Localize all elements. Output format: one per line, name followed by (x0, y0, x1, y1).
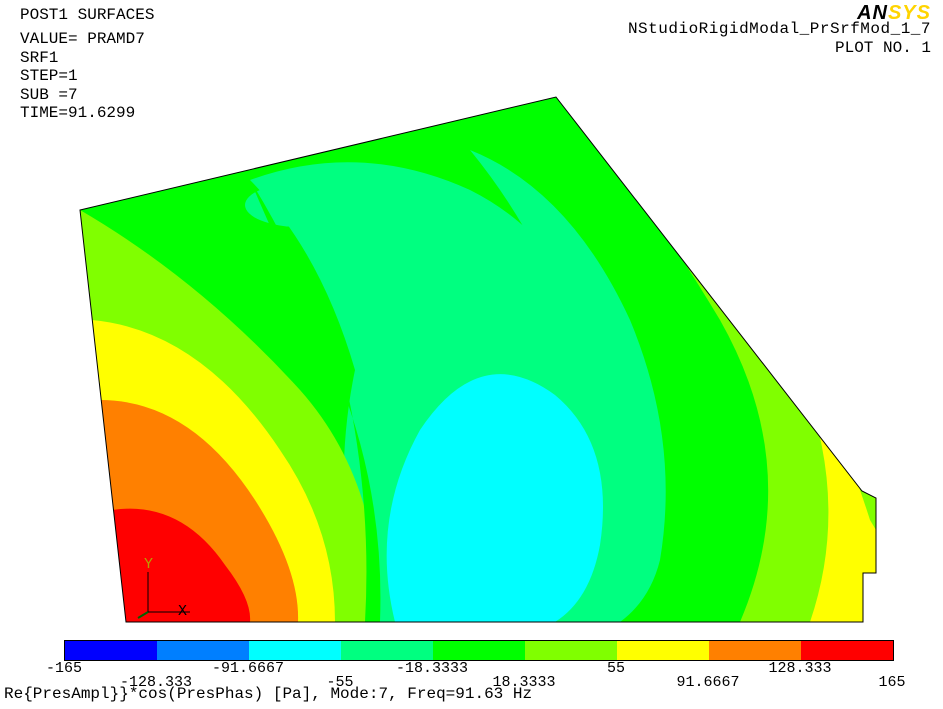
legend-labels: -165-128.333-91.6667-55-18.333318.333355… (64, 660, 892, 678)
legend-segment (433, 641, 525, 660)
legend-tick-label: 55 (607, 660, 625, 677)
legend-segment (709, 641, 801, 660)
legend-segment (525, 641, 617, 660)
svg-text:X: X (178, 603, 187, 620)
legend-segment (341, 641, 433, 660)
legend-tick-label: -18.3333 (396, 660, 468, 677)
legend-segment (801, 641, 893, 660)
legend-segment (65, 641, 157, 660)
legend-segment (157, 641, 249, 660)
legend-tick-label: 91.6667 (676, 674, 739, 691)
contour-plot: YX (0, 0, 943, 640)
svg-text:Y: Y (144, 556, 153, 573)
legend-tick-label: 165 (878, 674, 905, 691)
legend-tick-label: -165 (46, 660, 82, 677)
legend-colorbar (64, 640, 894, 661)
footer-caption: Re{PresAmpl}}*cos(PresPhas) [Pa], Mode:7… (4, 685, 532, 703)
legend-tick-label: -91.6667 (212, 660, 284, 677)
legend-segment (617, 641, 709, 660)
contour-svg: YX (0, 0, 943, 640)
legend-tick-label: 128.333 (768, 660, 831, 677)
legend-segment (249, 641, 341, 660)
